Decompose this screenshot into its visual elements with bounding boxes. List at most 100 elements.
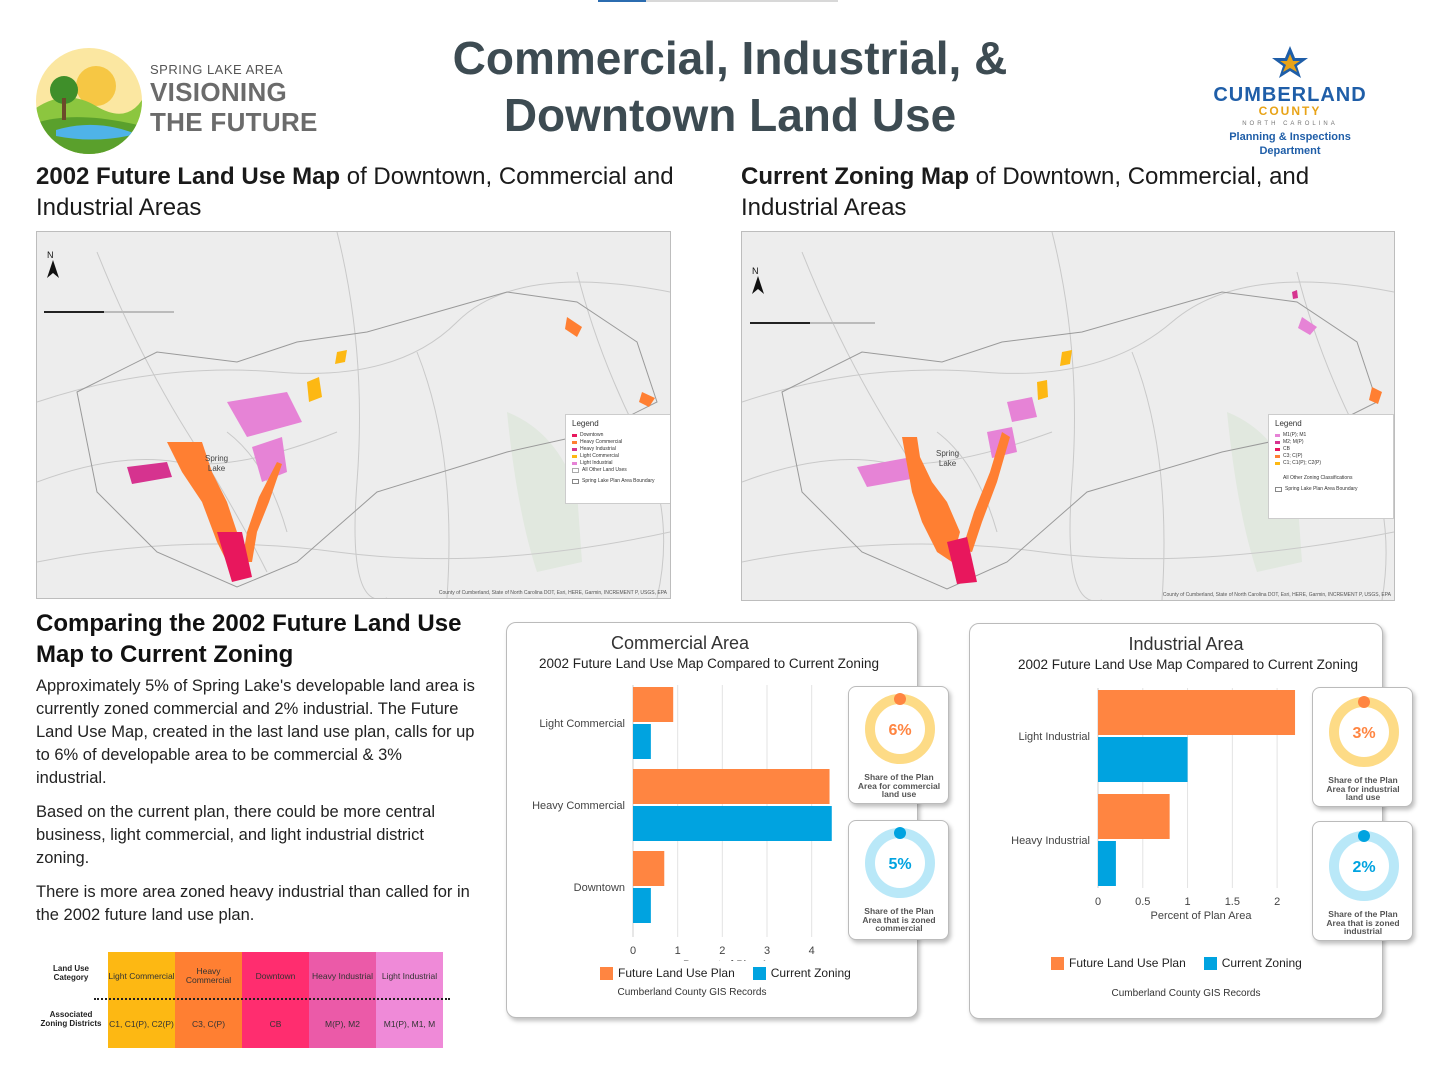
left-legend-item: Heavy Industrial	[572, 446, 667, 453]
legend-swatch-current	[752, 966, 766, 980]
legend-swatch-current	[1203, 956, 1217, 970]
legend-swatch-future	[600, 966, 613, 980]
legend-swatch	[572, 448, 577, 451]
commercial-legend-current: Current Zoning	[770, 966, 851, 980]
zoning-table: Land Use Category Associated Zoning Dist…	[36, 952, 456, 1048]
x-tick-label: 3	[764, 945, 770, 957]
commercial-chart-card: Commercial Area 2002 Future Land Use Map…	[506, 622, 918, 1018]
bar-current-zoning	[633, 888, 651, 923]
logo-line-2: THE FUTURE	[150, 107, 318, 137]
title-line-1: Commercial, Industrial, &	[452, 32, 1008, 84]
zoning-districts: M(P), M2	[325, 1019, 360, 1029]
x-tick-label: 0.5	[1135, 896, 1150, 908]
stat-ring: 3%	[1329, 696, 1399, 767]
left-legend-boundary-label: Spring Lake Plan Area Boundary	[582, 478, 655, 484]
stat-caption: Share of the Plan Area for industrial la…	[1326, 775, 1400, 802]
industrial-chart-source: Cumberland County GIS Records	[1111, 988, 1261, 999]
zoning-category: Heavy Commercial	[185, 966, 232, 985]
right-legend-other: All Other Zoning Classifications	[1275, 475, 1387, 482]
county-state: NORTH CAROLINA	[1242, 121, 1338, 127]
x-tick-label: 0	[630, 945, 636, 957]
x-tick-label: 4	[809, 945, 815, 957]
commercial-bar-chart: 0 1 2 3 4 Light Commercial Heavy Commercial Dow…	[532, 685, 832, 961]
bar-current-zoning	[633, 806, 832, 841]
legend-swatch	[572, 455, 577, 458]
right-legend-item: M2; M(P)	[1275, 439, 1387, 446]
x-axis-label: Percent of Plan Area	[683, 959, 785, 961]
zoning-table-divider	[94, 998, 450, 1000]
logo-text: SPRING LAKE AREA VISIONING THE FUTURE	[150, 62, 318, 137]
bar-current-zoning	[633, 724, 651, 759]
industrial-legend-current: Current Zoning	[1221, 956, 1302, 970]
legend-label: C1; C1(P); C2(P)	[1283, 460, 1322, 466]
stat-card-commercial-zoned: 5% Share of the Plan Area that is zoned …	[848, 820, 949, 940]
left-map-credit: County of Cumberland, State of North Car…	[438, 590, 667, 596]
bar-future-land-use	[1098, 794, 1170, 839]
commercial-chart-source: Cumberland County GIS Records	[617, 987, 767, 998]
left-legend-item: Heavy Commercial	[572, 439, 667, 446]
right-legend-item: C1; C1(P); C2(P)	[1275, 460, 1387, 467]
zoning-category: Downtown	[255, 970, 296, 981]
legend-swatch	[572, 468, 579, 473]
legend-swatch	[1275, 434, 1280, 437]
stat-caption: Share of the Plan Area that is zoned com…	[862, 906, 936, 933]
comparing-heading: Comparing the 2002 Future Land Use Map t…	[36, 610, 462, 668]
county-dept: Planning & Inspections Department	[1229, 131, 1351, 157]
right-map-heading: Current Zoning Map of Downtown, Commerci…	[741, 161, 1391, 223]
right-place-label-2: Lake	[938, 459, 957, 468]
right-north-arrow: N	[752, 266, 764, 296]
left-legend-item: Light Industrial	[572, 460, 667, 467]
left-north-label: N	[47, 250, 54, 260]
left-map-heading-rest: of Downtown, Commercial and Industrial A…	[36, 163, 674, 221]
legend-swatch	[1275, 455, 1280, 458]
zoning-column: Heavy Industrial M(P), M2	[309, 952, 376, 1048]
top-accent-line	[598, 0, 838, 2]
future-land-use-zones	[127, 317, 655, 582]
legend-swatch	[572, 462, 577, 465]
page-title: Commercial, Industrial, & Downtown Land …	[380, 30, 1080, 144]
zoning-column: Light Commercial C1, C1(P), C2(P)	[108, 952, 175, 1048]
commercial-chart-title: Commercial Area	[610, 633, 750, 653]
zoning-districts: C1, C1(P), C2(P)	[109, 1019, 174, 1029]
category-label: Heavy Commercial	[532, 800, 625, 812]
north-arrow-icon	[752, 276, 764, 294]
comparing-paragraph-2: Based on the current plan, there could b…	[36, 803, 435, 867]
zoning-table-row2-label: Associated Zoning Districts	[40, 1010, 102, 1028]
left-map-heading: 2002 Future Land Use Map of Downtown, Co…	[36, 161, 686, 223]
legend-swatch	[1275, 462, 1280, 465]
right-legend-item: M1(P); M1	[1275, 432, 1387, 439]
zoning-column: Heavy Commercial C3, C(P)	[175, 952, 242, 1048]
future-land-use-map: N Spring Lake Legend Downtown Heavy Comme…	[36, 231, 671, 599]
right-map-heading-rest: of Downtown, Commercial, and Industrial …	[741, 163, 1310, 221]
zoning-districts: CB	[269, 1019, 282, 1029]
stat-ring-indicator	[894, 827, 906, 839]
left-map-graphic	[37, 232, 670, 598]
left-map-legend: Legend Downtown Heavy Commercial Heavy Ind…	[565, 414, 670, 504]
bar-current-zoning	[1098, 841, 1116, 886]
right-legend-item: CB	[1275, 446, 1387, 453]
zoning-districts: M1(P), M1, M	[383, 1019, 436, 1029]
legend-label: M2; M(P)	[1283, 439, 1304, 445]
stat-card-commercial-plan: 6% Share of the Plan Area for commercial…	[848, 686, 949, 804]
legend-label: M1(P); M1	[1283, 432, 1307, 438]
stat-caption: Share of the Plan Area for commercial la…	[857, 772, 941, 799]
bar-current-zoning	[1098, 737, 1188, 782]
legend-swatch	[1275, 441, 1280, 444]
left-legend-item: Downtown	[572, 432, 667, 439]
right-legend-item: C3; C(P)	[1275, 453, 1387, 460]
right-north-label: N	[752, 266, 759, 276]
legend-swatch	[572, 434, 577, 437]
left-legend-items: Downtown Heavy Commercial Heavy Industrial…	[572, 432, 667, 474]
legend-label: Light Industrial	[580, 460, 613, 466]
stat-ring: 2%	[1329, 830, 1399, 901]
comparing-paragraph-1: Approximately 5% of Spring Lake's develo…	[36, 677, 475, 787]
bar-future-land-use	[633, 687, 674, 722]
right-scale-bar	[750, 322, 875, 324]
left-place-label-2: Lake	[207, 464, 226, 473]
stat-value: 3%	[1352, 725, 1375, 742]
comparing-paragraph-3: There is more area zoned heavy industria…	[36, 883, 470, 924]
zoning-category: Light Industrial	[381, 970, 438, 981]
current-zoning-map: N Spring Lake Legend M1(P); M1 M2; M(P) CB…	[741, 231, 1395, 601]
title-line-2: Downtown Land Use	[503, 89, 957, 141]
commercial-chart-subtitle: 2002 Future Land Use Map Compared to Cur…	[539, 656, 879, 671]
